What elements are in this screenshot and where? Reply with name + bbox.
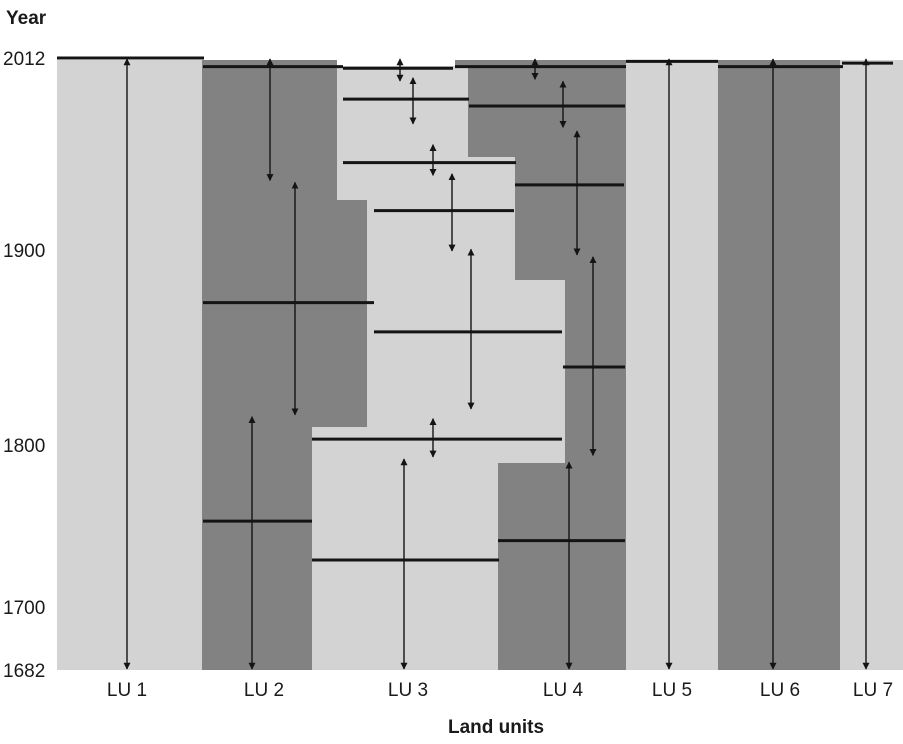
- time-span-arrows: [123, 58, 870, 670]
- boundary-lines: [57, 56, 893, 562]
- region-lu-3-notch: [337, 58, 455, 66]
- region-lu-4-dark: [455, 60, 626, 670]
- tick-label-1700: 1700: [3, 598, 45, 619]
- labels: Year Land units 2012 1900 1800 1700 1682 LU 1…: [3, 8, 893, 738]
- unit-label-lu-5: LU 5: [652, 680, 692, 701]
- unit-label-lu-3: LU 3: [388, 680, 428, 701]
- shaded-regions: [57, 58, 903, 670]
- region-lu-6-dark: [718, 60, 840, 670]
- unit-label-lu-2: LU 2: [244, 680, 284, 701]
- tick-label-1800: 1800: [3, 436, 45, 457]
- tick-label-1682: 1682: [3, 661, 45, 682]
- y-axis-title: Year: [6, 8, 47, 29]
- region-lu-2-dark: [202, 60, 367, 670]
- x-axis-title: Land units: [448, 717, 544, 738]
- tick-label-1900: 1900: [3, 241, 45, 262]
- unit-label-lu-7: LU 7: [853, 680, 893, 701]
- unit-label-lu-6: LU 6: [760, 680, 800, 701]
- tick-label-2012: 2012: [3, 49, 45, 70]
- unit-label-lu-1: LU 1: [107, 680, 147, 701]
- unit-label-lu-4: LU 4: [543, 680, 584, 701]
